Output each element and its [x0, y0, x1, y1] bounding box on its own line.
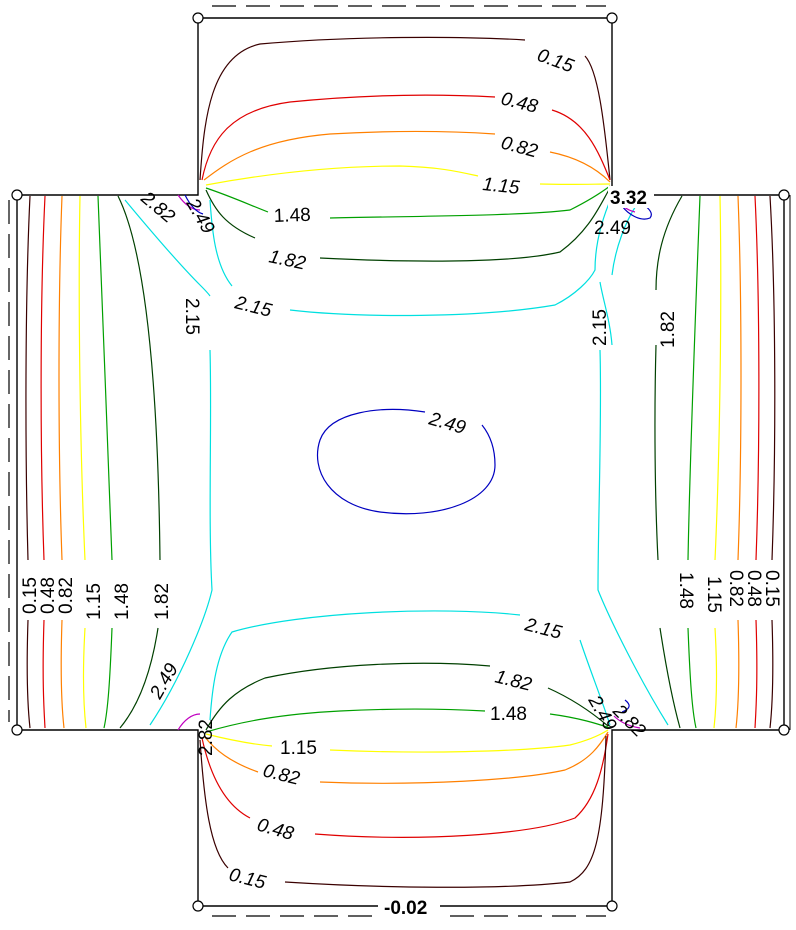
label-1.48: 1.48: [273, 205, 311, 227]
label-2.49: 2.49: [594, 218, 631, 239]
contour-2.15: [209, 195, 613, 317]
label-0.15: 0.15: [227, 864, 268, 893]
corner-contours: [177, 194, 652, 731]
label-2.49: 2.49: [146, 660, 183, 704]
label-0.48: 0.48: [499, 88, 540, 117]
contour-0.15: [199, 735, 607, 888]
boundary-dashes: [8, 5, 606, 917]
node-circle: [11, 189, 23, 201]
contour-2.49-center: [316, 408, 496, 515]
node-circle: [606, 900, 618, 912]
label-2.82: 2.82: [196, 719, 217, 756]
label-2.15: 2.15: [590, 309, 611, 346]
label-2.15: 2.15: [522, 614, 564, 644]
contour-1.48: [97, 195, 113, 729]
contour-1.82: [205, 187, 611, 262]
bottom-arm-contours: [199, 662, 611, 888]
contour-2.82: [177, 194, 201, 211]
node-circle: [606, 12, 618, 24]
top-arm-contours: [199, 36, 611, 262]
contour-1.82: [117, 195, 161, 729]
contour-0.48: [201, 94, 611, 181]
node-circle: [778, 724, 790, 736]
label-0.48: 0.48: [38, 577, 59, 614]
contour-0.82: [58, 195, 65, 729]
contour-2.82: [177, 713, 201, 731]
contour-1.48: [205, 708, 611, 733]
label-backdrop: [608, 186, 654, 208]
contour-2.49: [184, 194, 204, 215]
label-2.82: 2.82: [136, 187, 179, 228]
label-1.15: 1.15: [481, 174, 520, 199]
max-value-label: 3.32: [610, 188, 647, 209]
contour-0.82: [203, 130, 611, 183]
contour-1.15: [205, 165, 611, 186]
label-2.82: 2.82: [608, 700, 650, 742]
label-1.82: 1.82: [493, 666, 534, 695]
contour-0.48: [754, 195, 760, 729]
contour-0.82: [203, 731, 609, 784]
label-1.15: 1.15: [280, 738, 317, 759]
corner-nodes: [11, 12, 790, 912]
contour-2.15: [209, 610, 611, 726]
left-arm-contours: [25, 195, 161, 729]
right-arm-contours: [654, 195, 776, 729]
label-0.15: 0.15: [761, 570, 782, 607]
label-2.15: 2.15: [232, 292, 274, 322]
node-circle: [778, 189, 790, 201]
label-0.82: 0.82: [56, 577, 77, 614]
contour-2.15: [124, 199, 211, 297]
label-0.82: 0.82: [499, 133, 541, 163]
label-1.82: 1.82: [152, 583, 173, 620]
contour-0.15: [769, 195, 776, 729]
contour-1.48: [205, 185, 611, 219]
label-0.15: 0.15: [20, 577, 41, 614]
label-backdrop: [378, 896, 440, 920]
contour-2.15: [597, 349, 669, 726]
label-0.82: 0.82: [725, 570, 746, 607]
label-2.15: 2.15: [181, 298, 202, 335]
node-circle: [192, 900, 204, 912]
contour-0.15: [199, 36, 611, 181]
label-1.82: 1.82: [267, 246, 308, 274]
node-circle: [11, 724, 23, 736]
min-value-label: -0.02: [384, 898, 427, 919]
contour-0.48: [40, 195, 46, 729]
contour-0.15: [25, 195, 31, 729]
contour-2.49: [621, 699, 630, 713]
contour-2.15: [149, 349, 213, 726]
node-circle: [192, 12, 204, 24]
label-1.15: 1.15: [84, 583, 105, 620]
contour-0.48: [201, 733, 609, 838]
contour-1.15: [205, 729, 609, 753]
label-1.15: 1.15: [703, 576, 724, 613]
label-1.48: 1.48: [112, 583, 133, 620]
contour-2.82: [613, 715, 641, 729]
label-0.48: 0.48: [743, 570, 764, 607]
contour-1.15: [78, 195, 87, 729]
label-1.48: 1.48: [490, 704, 527, 725]
label-0.82: 0.82: [261, 760, 302, 789]
label-2.49: 2.49: [426, 408, 469, 439]
contour-1.82: [205, 662, 609, 731]
contour-1.48: [687, 195, 701, 729]
contour-1.82: [654, 195, 683, 729]
contour-1.15: [713, 195, 722, 729]
contour-0.82: [735, 195, 742, 729]
central-contour-2.15: [124, 195, 669, 726]
label-1.48: 1.48: [675, 572, 696, 609]
label-1.82: 1.82: [658, 311, 679, 348]
label-0.48: 0.48: [255, 815, 297, 845]
label-0.15: 0.15: [534, 45, 576, 78]
domain-outline: [16, 17, 785, 907]
